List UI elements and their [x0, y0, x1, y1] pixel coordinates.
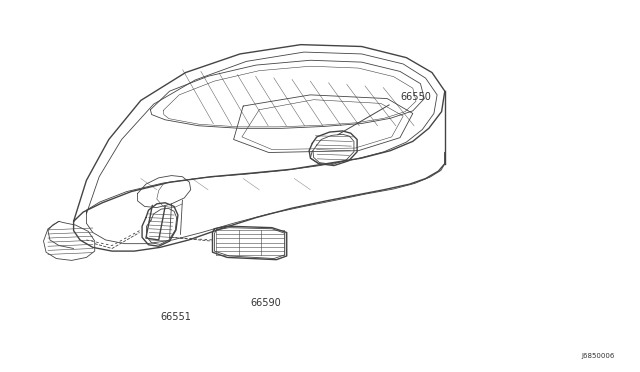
Text: 66551: 66551: [161, 312, 191, 323]
Text: 66590: 66590: [250, 298, 281, 308]
Text: 66550: 66550: [400, 92, 431, 102]
Text: J6850006: J6850006: [581, 353, 614, 359]
